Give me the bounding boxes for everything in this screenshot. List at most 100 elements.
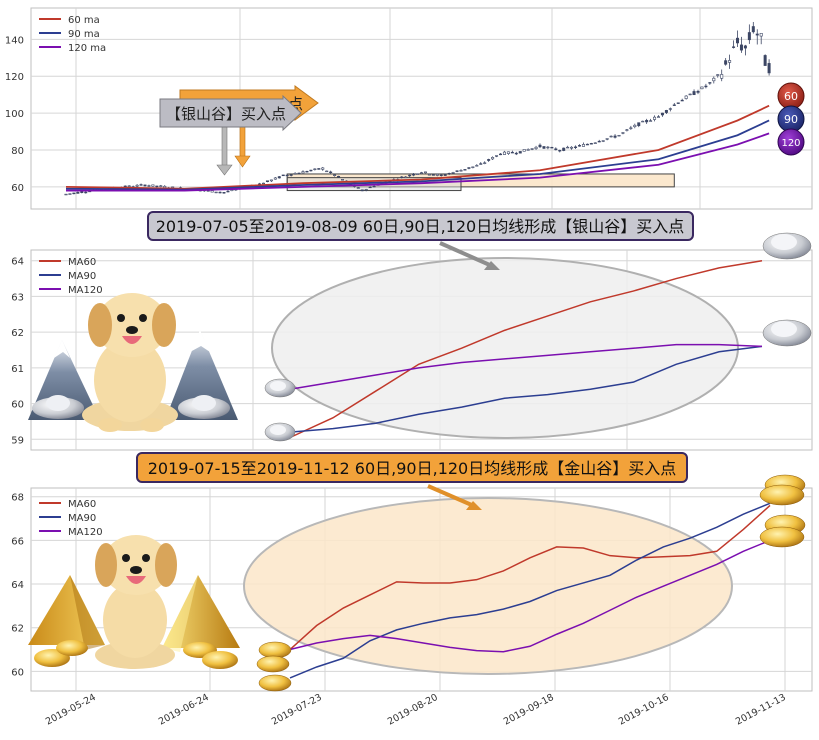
middle-ma120-line (289, 343, 763, 391)
candle-body (479, 163, 483, 165)
candle-body (728, 60, 732, 63)
middle-y-tick-label: 64 (11, 257, 24, 268)
candle-body (526, 149, 530, 151)
candle-body (542, 146, 546, 149)
candle-body (522, 149, 526, 152)
candle-body (455, 170, 459, 172)
middle-panel: 59 60 61 62 63 64 2019-07-05至2019-08-09 60日,9… (11, 211, 813, 451)
silver-title-text: 2019-07-05至2019-08-09 60日,90日,120日均线形成【银… (156, 217, 685, 236)
gold-ingot-icon (258, 641, 292, 659)
candle-body (281, 174, 285, 177)
candle-body (562, 147, 566, 151)
gold-ingot-icon (759, 514, 806, 548)
candle-body (419, 172, 423, 174)
gold-ingot-icon (759, 474, 806, 506)
middle-ma90-line (289, 345, 763, 433)
top-legend-ma120: 120 ma (68, 43, 106, 54)
candle-body (64, 193, 68, 196)
candle-body (763, 55, 767, 66)
ma120-badge: 120 (777, 128, 805, 156)
candle-body (226, 190, 230, 193)
candle-body (664, 110, 668, 113)
candle-body (498, 153, 502, 156)
silver-pointer-arrow (439, 241, 500, 270)
bottom-y-tick-label: 68 (11, 493, 24, 504)
candle-body (530, 148, 534, 150)
bottom-panel: 60 62 64 66 68 2019-05-24 2019-06-24 2019-07-2… (11, 452, 813, 728)
candle-body (755, 33, 759, 36)
candle-body (621, 132, 625, 134)
candle-body (676, 102, 680, 104)
candle-body (502, 151, 506, 155)
candle-body (566, 146, 570, 149)
candle-body (297, 172, 301, 175)
candle-body (368, 186, 372, 189)
candle-body (589, 143, 593, 145)
gold-title-banner: 2019-07-15至2019-11-12 60日,90日,120日均线形成【金… (136, 452, 688, 483)
x-tick-label: 2019-11-13 (734, 692, 788, 728)
silver-label-text: 【银山谷】买入点 (166, 105, 286, 123)
candle-body (506, 151, 510, 154)
candle-body (443, 174, 447, 176)
middle-y-tick-label: 61 (11, 364, 24, 375)
candle-body (218, 191, 222, 194)
candle-body (317, 168, 321, 170)
candle-body (751, 26, 755, 33)
candle-body (637, 122, 641, 127)
candle-body (321, 167, 325, 170)
candle-body (325, 170, 329, 173)
candle-body (495, 155, 499, 157)
candle-body (447, 173, 451, 175)
candle-body (625, 129, 629, 131)
candle-body (629, 127, 633, 129)
ma120-badge-text: 120 (781, 138, 800, 149)
candle-body (680, 99, 684, 102)
candle-body (724, 60, 728, 65)
candle-body (293, 173, 297, 175)
candle-body (581, 144, 585, 147)
top-legend: 60 ma 90 ma 120 ma (39, 15, 106, 54)
candle-body (534, 146, 538, 149)
bottom-y-tick-label: 66 (11, 536, 24, 547)
candle-body (127, 185, 131, 187)
candle-body (688, 93, 692, 96)
x-tick-label: 2019-09-18 (502, 692, 556, 728)
gold-ingot-icon (258, 674, 292, 692)
candle-body (649, 120, 653, 122)
candle-body (759, 33, 763, 37)
silver-ingot-icon (762, 319, 812, 347)
candle-body (431, 174, 435, 176)
top-ma-lines (65, 104, 770, 192)
candle-body (550, 146, 554, 149)
candle-body (518, 151, 522, 154)
candle-body (340, 179, 344, 181)
candle-body (463, 169, 467, 171)
candle-body (716, 74, 720, 76)
candle-body (210, 190, 214, 193)
candle-body (151, 184, 155, 187)
candle-body (416, 173, 420, 175)
gold-pointer-arrow (427, 484, 482, 510)
candle-body (475, 165, 479, 167)
candle-body (546, 146, 550, 149)
candle-body (222, 192, 226, 194)
candle-body (660, 112, 664, 116)
candle-body (309, 169, 313, 172)
candle-body (423, 171, 427, 174)
candle-body (613, 135, 617, 138)
candle-body (692, 91, 696, 96)
candle-body (451, 172, 455, 174)
silver-ingot-icon (264, 422, 296, 442)
ma90-badge: 90 (777, 105, 805, 133)
candle-body (412, 173, 416, 176)
candle-body (147, 185, 151, 187)
x-tick-label: 2019-06-24 (157, 692, 211, 728)
bottom-y-tick-label: 64 (11, 580, 24, 591)
candle-body (554, 148, 558, 151)
candle-body (633, 124, 637, 128)
silver-valley-ellipse (271, 257, 739, 439)
top-y-tick-label: 100 (5, 109, 24, 120)
ma120-line (66, 132, 770, 192)
candle-body (577, 145, 581, 147)
bottom-ma90-line (289, 502, 771, 679)
